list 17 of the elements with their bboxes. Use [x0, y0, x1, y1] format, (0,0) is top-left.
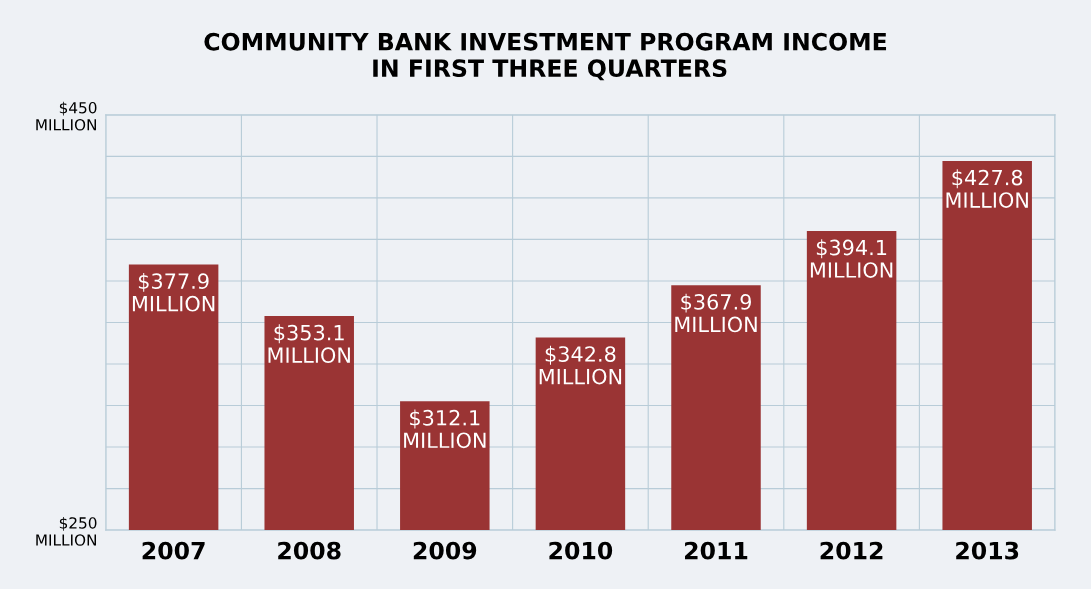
- data-label: $312.1 MILLION: [404, 409, 486, 449]
- data-label: $377.9 MILLION: [132, 272, 215, 312]
- data-label: $367.9 MILLION: [675, 293, 757, 333]
- data-label: $394.1 MILLION: [810, 239, 893, 278]
- x-tick-label: 2009: [413, 541, 477, 560]
- x-tick-label: 2011: [685, 541, 748, 560]
- data-label: $342.8 MILLION: [539, 345, 622, 385]
- x-tick-label: 2013: [956, 541, 1019, 560]
- x-tick-label: 2007: [142, 541, 205, 560]
- x-tick-label: 2012: [820, 541, 883, 560]
- y-tick-label: $250 MILLION: [36, 516, 97, 546]
- x-tick-label: 2010: [549, 541, 613, 560]
- data-label: $353.1 MILLION: [268, 324, 350, 364]
- data-label: $427.8 MILLION: [946, 169, 1028, 208]
- y-tick-label: $450 MILLION: [36, 101, 97, 131]
- chart-title: COMMUNITY BANK INVESTMENT PROGRAM INCOME IN FIRST THREE QUARTERS: [204, 32, 887, 81]
- x-tick-label: 2008: [278, 541, 341, 560]
